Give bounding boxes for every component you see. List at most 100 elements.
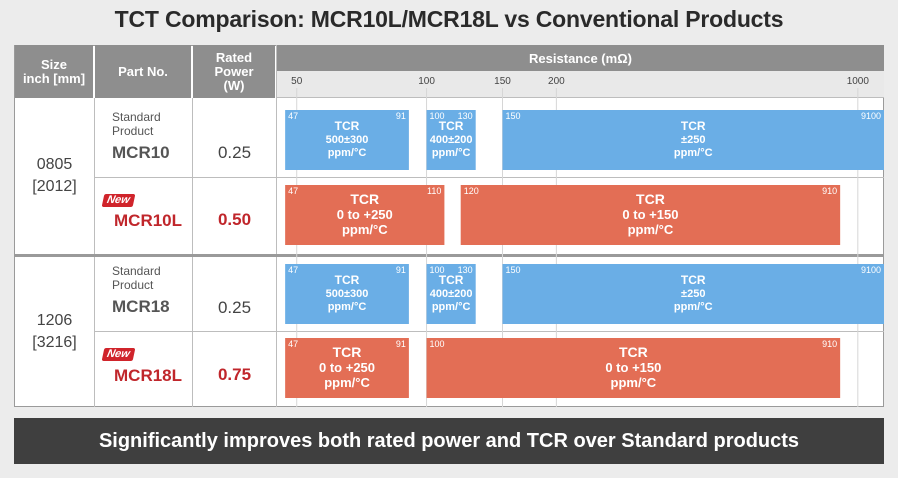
range-bar: [426, 264, 476, 324]
size-mm: [3216]: [32, 333, 77, 351]
bar-tcr-label: TCR: [439, 119, 464, 133]
rated-power: 0.25: [217, 298, 252, 317]
bar-tcr-label: 400±200: [430, 288, 473, 300]
header-size-line1: Size: [40, 56, 67, 72]
header-resistance: Resistance (mΩ): [277, 45, 884, 71]
bar-tcr-label: ppm/°C: [432, 301, 471, 313]
part-number-new: MCR10L: [114, 211, 183, 230]
size-cell-0805: 0805 [2012]: [15, 98, 94, 254]
bar-min-label: 100: [430, 111, 445, 121]
bar-tcr-label: ppm/°C: [432, 147, 471, 159]
bar-tcr-label: 500±300: [326, 134, 369, 146]
header-power: Rated Power (W): [193, 45, 275, 98]
chart-title: TCT Comparison: MCR10L/MCR18L vs Convent…: [114, 6, 784, 32]
bar-min-label: 120: [464, 186, 479, 196]
bar-tcr-label: ppm/°C: [328, 301, 367, 313]
bar-tcr-label: ppm/°C: [611, 375, 657, 390]
group-divider: [15, 254, 884, 257]
rated-power-new: 0.75: [217, 365, 252, 384]
header-power-line2: Power: [214, 63, 254, 79]
tick-label: 50: [291, 76, 303, 87]
standard-line2: Product: [112, 124, 154, 138]
bar-tcr-label: ±250: [681, 134, 705, 146]
bar-tcr-label: ppm/°C: [342, 222, 388, 237]
bar-tcr-label: ppm/°C: [328, 147, 367, 159]
standard-line1: Standard: [112, 110, 161, 124]
footer-banner: Significantly improves both rated power …: [14, 418, 884, 464]
part-number: MCR10: [112, 143, 170, 162]
standard-line2: Product: [112, 278, 154, 292]
range-bar: [502, 110, 884, 170]
grid-vline: [276, 45, 277, 407]
part-number-new: MCR18L: [114, 366, 183, 385]
bar-tcr-label: ppm/°C: [674, 301, 713, 313]
bar-tcr-label: ±250: [681, 288, 705, 300]
bar-max-label: 910: [822, 186, 837, 196]
standard-line1: Standard: [112, 264, 161, 278]
header-power-line3: (W): [223, 77, 245, 93]
bar-tcr-label: 500±300: [326, 288, 369, 300]
tick-label: 100: [418, 76, 435, 87]
header-part-label: Part No.: [118, 63, 168, 79]
bar-max-label: 91: [396, 265, 406, 275]
bar-tcr-label: 0 to +150: [622, 207, 678, 222]
bar-tcr-label: TCR: [350, 191, 379, 207]
bar-max-label: 9100: [861, 111, 881, 121]
header-power-line1: Rated: [215, 49, 253, 65]
range-bar: [285, 338, 409, 398]
bar-min-label: 47: [288, 265, 298, 275]
bar-max-label: 130: [458, 265, 473, 275]
standard-product-label: Standard Product: [112, 110, 161, 138]
header-size-line2: inch [mm]: [22, 70, 86, 86]
range-bar: [285, 110, 409, 170]
bar-tcr-label: TCR: [335, 273, 360, 287]
range-bar: [285, 185, 445, 245]
grid-hline: [94, 177, 884, 178]
header-size: Size inch [mm]: [15, 45, 93, 98]
bar-max-label: 110: [427, 186, 441, 196]
bar-tcr-label: 400±200: [430, 134, 473, 146]
bar-tcr-label: TCR: [333, 344, 362, 360]
size-inch: 1206: [36, 311, 73, 329]
size-mm: [2012]: [32, 178, 77, 195]
tick-label: 200: [548, 76, 565, 87]
bar-min-label: 100: [430, 265, 445, 275]
bar-min-label: 47: [288, 339, 298, 349]
bar-tcr-label: TCR: [619, 344, 648, 360]
size-cell-1206: 1206 [3216]: [15, 256, 94, 407]
grid-vline: [94, 98, 95, 407]
range-bar: [460, 185, 841, 245]
range-bar: [426, 338, 841, 398]
bar-min-label: 47: [288, 186, 298, 196]
grid-hline: [94, 331, 884, 332]
standard-product-label: Standard Product: [112, 264, 161, 292]
bar-max-label: 91: [396, 339, 406, 349]
bar-tcr-label: ppm/°C: [674, 147, 713, 159]
bar-min-label: 150: [505, 265, 520, 275]
range-bar: [285, 264, 409, 324]
rated-power: 0.25: [217, 143, 252, 162]
range-bar: [426, 110, 476, 170]
axis-bar: [277, 71, 884, 98]
bar-min-label: 100: [430, 339, 445, 349]
bar-tcr-label: TCR: [681, 119, 706, 133]
bar-max-label: 91: [396, 111, 406, 121]
bar-min-label: 47: [288, 111, 298, 121]
size-inch: 0805: [36, 156, 73, 173]
bar-max-label: 9100: [861, 265, 881, 275]
bar-tcr-label: ppm/°C: [324, 375, 370, 390]
tick-label: 150: [494, 76, 511, 87]
grid-vline: [192, 98, 193, 407]
bar-max-label: 910: [822, 339, 837, 349]
bar-tcr-label: 0 to +250: [319, 360, 375, 375]
tick-label: 1000: [847, 76, 870, 87]
bar-tcr-label: TCR: [681, 273, 706, 287]
bar-tcr-label: TCR: [636, 191, 665, 207]
bar-tcr-label: TCR: [335, 119, 360, 133]
bar-tcr-label: TCR: [439, 273, 464, 287]
bar-tcr-label: 0 to +150: [605, 360, 661, 375]
bar-tcr-label: 0 to +250: [337, 207, 393, 222]
part-number: MCR18: [112, 297, 170, 316]
rated-power-new: 0.50: [217, 210, 252, 229]
